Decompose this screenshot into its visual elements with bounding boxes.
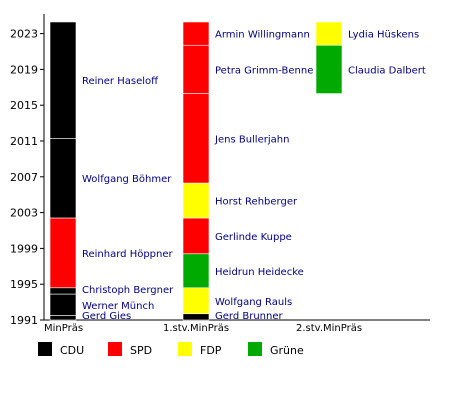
term-name-label: Armin Willingmann	[215, 30, 310, 41]
y-tick-label: 2007	[10, 171, 38, 184]
y-tick-label: 1995	[10, 278, 38, 291]
term-bar	[49, 293, 77, 316]
legend-label: SPD	[130, 344, 152, 357]
bars	[49, 21, 343, 321]
term-bar	[49, 287, 77, 295]
term-name-label: Heidrun Heidecke	[215, 267, 304, 278]
term-bar	[315, 44, 343, 94]
legend-swatch	[178, 342, 192, 356]
term-name-label: Gerd Brunner	[215, 311, 284, 322]
y-tick-label: 2019	[10, 63, 38, 76]
legend-swatch	[38, 342, 52, 356]
term-bar	[49, 217, 77, 289]
y-tick-label: 1991	[10, 314, 38, 327]
term-name-label: Wolfgang Rauls	[215, 297, 292, 308]
term-bar	[315, 21, 343, 46]
legend-swatch	[108, 342, 122, 356]
term-bar	[182, 217, 210, 255]
term-bar	[49, 315, 77, 321]
term-bar	[182, 93, 210, 184]
x-category-label: 2.stv.MinPräs	[296, 323, 362, 334]
term-name-label: Petra Grimm-Benne	[215, 65, 313, 76]
term-bar	[49, 138, 77, 219]
axes: 1991 1995 1999 2003 2007 2011 2015 2019 2023 MinP…	[10, 14, 430, 334]
legend-swatch	[248, 342, 262, 356]
term-name-label: Gerlinde Kuppe	[215, 232, 292, 243]
legend: CDU SPD FDP Grüne	[38, 342, 304, 357]
y-tick-label: 1999	[10, 242, 38, 255]
term-name-label: Werner Münch	[82, 301, 154, 312]
y-tick-label: 2015	[10, 99, 38, 112]
y-tick-label: 2023	[10, 28, 38, 41]
x-category-label: MinPräs	[44, 323, 83, 334]
y-tick-label: 2011	[10, 135, 38, 148]
term-bar	[49, 21, 77, 139]
term-name-label: Jens Bullerjahn	[214, 134, 289, 145]
legend-label: Grüne	[270, 344, 304, 357]
term-name-label: Reiner Haseloff	[82, 76, 159, 87]
y-tick-label: 2003	[10, 207, 38, 220]
legend-label: FDP	[200, 344, 222, 357]
term-name-label: Wolfgang Böhmer	[82, 174, 172, 185]
term-name-label: Claudia Dalbert	[348, 65, 426, 76]
term-name-label: Gerd Gies	[82, 311, 131, 322]
term-bar	[182, 182, 210, 219]
term-bar	[182, 253, 210, 289]
term-bar	[182, 44, 210, 94]
term-name-label: Reinhard Höppner	[82, 249, 174, 260]
term-bar	[182, 313, 210, 321]
term-name-label: Horst Rehberger	[215, 197, 298, 208]
term-bar	[182, 21, 210, 46]
term-bar	[182, 287, 210, 315]
term-name-label: Christoph Bergner	[82, 285, 174, 296]
term-name-label: Lydia Hüskens	[348, 30, 419, 41]
legend-label: CDU	[60, 344, 84, 357]
x-category-label: 1.stv.MinPräs	[163, 323, 229, 334]
